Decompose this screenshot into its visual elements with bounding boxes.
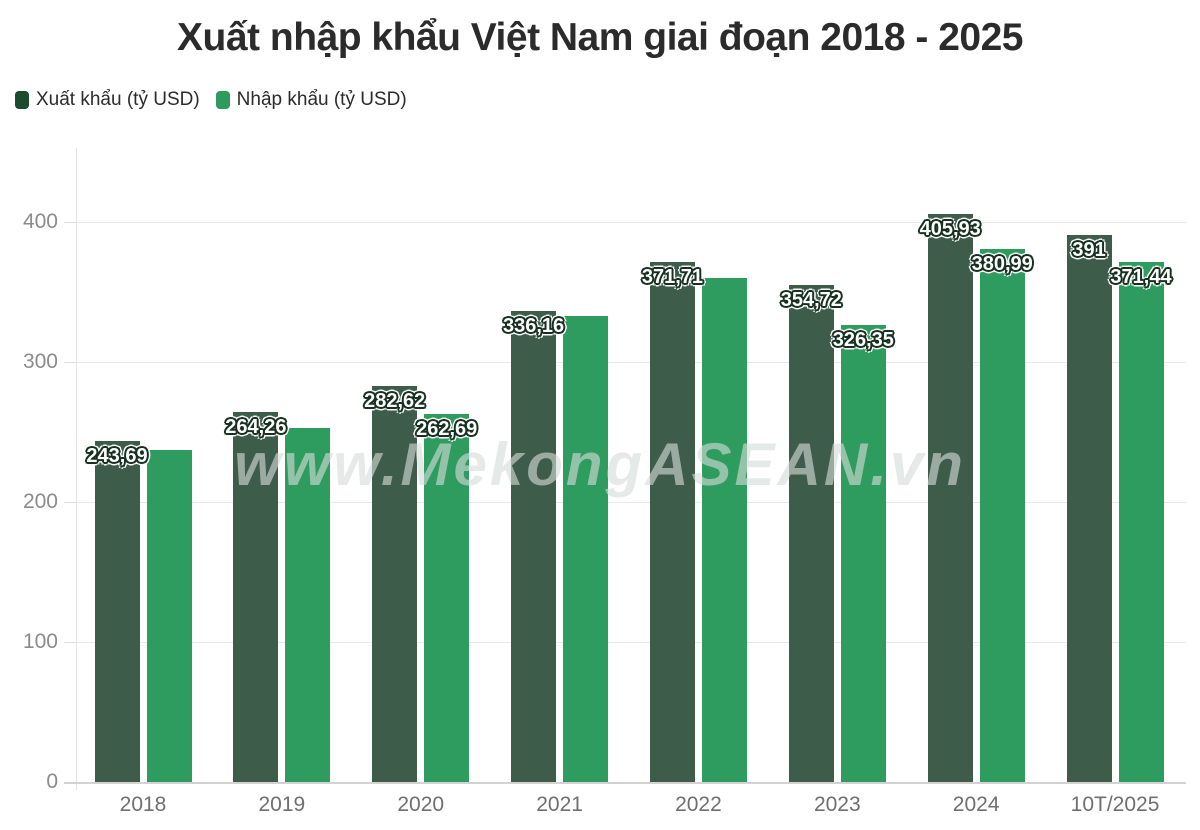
x-axis-label-2018: 2018 [119,793,167,816]
x-axis-label-2019: 2019 [258,793,306,816]
bar-label-import-2023: 326,35 [832,329,894,352]
bar-export-2018 [94,440,140,782]
legend-item-export: Xuất khẩu (tỷ USD) [15,89,200,111]
bar-export-2019 [233,412,279,782]
y-axis-tick-300 [64,362,76,363]
bar-import-2023 [840,325,886,782]
bar-import-2018 [146,450,192,782]
x-axis-label-10T/2025: 10T/2025 [1070,793,1160,816]
gridline-400 [64,222,1186,223]
bar-export-10T/2025 [1066,234,1112,782]
y-axis-tick-400 [64,222,76,223]
y-axis-line [76,148,77,790]
legend: Xuất khẩu (tỷ USD) Nhập khẩu (tỷ USD) [15,89,407,111]
gridline-200 [64,502,1186,503]
bar-import-2024 [979,248,1025,782]
watermark: www.MekongASEAN.vn [234,431,966,498]
bar-label-export-2019: 264,26 [225,416,287,439]
export-swatch-icon [15,91,29,109]
legend-label-import: Nhập khẩu (tỷ USD) [236,89,407,110]
x-axis-label-2022: 2022 [675,793,722,816]
bar-label-export-2021: 336,16 [502,315,565,338]
bar-label-export-2023: 354,72 [780,289,842,312]
bar-label-export-2024: 405,93 [919,217,981,240]
bar-export-2021 [511,311,557,782]
bar-import-2022 [701,278,747,782]
y-axis-label-400: 400 [22,210,58,233]
bar-export-2022 [649,261,695,782]
import-swatch-icon [215,91,230,109]
bar-label-export-2020: 282,62 [364,390,426,413]
y-axis-label-200: 200 [22,490,58,513]
bar-export-2024 [927,213,973,782]
x-axis-label-2020: 2020 [397,793,445,816]
x-axis-line [64,782,1186,784]
y-axis-tick-100 [64,642,76,643]
bar-label-export-10T/2025: 391 [1072,238,1106,261]
x-axis-label-2021: 2021 [536,793,583,816]
bar-label-export-2018: 243,69 [86,444,148,467]
legend-label-export: Xuất khẩu (tỷ USD) [36,89,200,110]
bar-export-2023 [788,285,834,782]
y-axis-tick-200 [64,502,76,503]
y-axis-label-0: 0 [46,770,58,793]
bar-import-2019 [285,427,331,782]
x-axis-label-2023: 2023 [813,793,861,816]
bar-label-import-2020: 262,69 [416,418,478,441]
bar-import-2021 [563,315,609,782]
bar-label-import-10T/2025: 371,44 [1110,265,1172,288]
gridline-300 [64,362,1186,363]
legend-item-import: Nhập khẩu (tỷ USD) [215,89,407,111]
x-axis-label-2024: 2024 [952,793,1000,816]
bar-import-10T/2025 [1118,261,1164,782]
chart-title: Xuất nhập khẩu Việt Nam giai đoạn 2018 -… [177,16,1023,59]
y-axis-label-100: 100 [22,630,58,653]
y-axis-label-300: 300 [22,350,58,373]
bar-label-export-2022: 371,71 [641,265,704,288]
bar-label-import-2024: 380,99 [971,252,1033,275]
bar-import-2020 [424,414,470,782]
gridline-100 [64,642,1186,643]
bar-export-2020 [372,386,418,782]
